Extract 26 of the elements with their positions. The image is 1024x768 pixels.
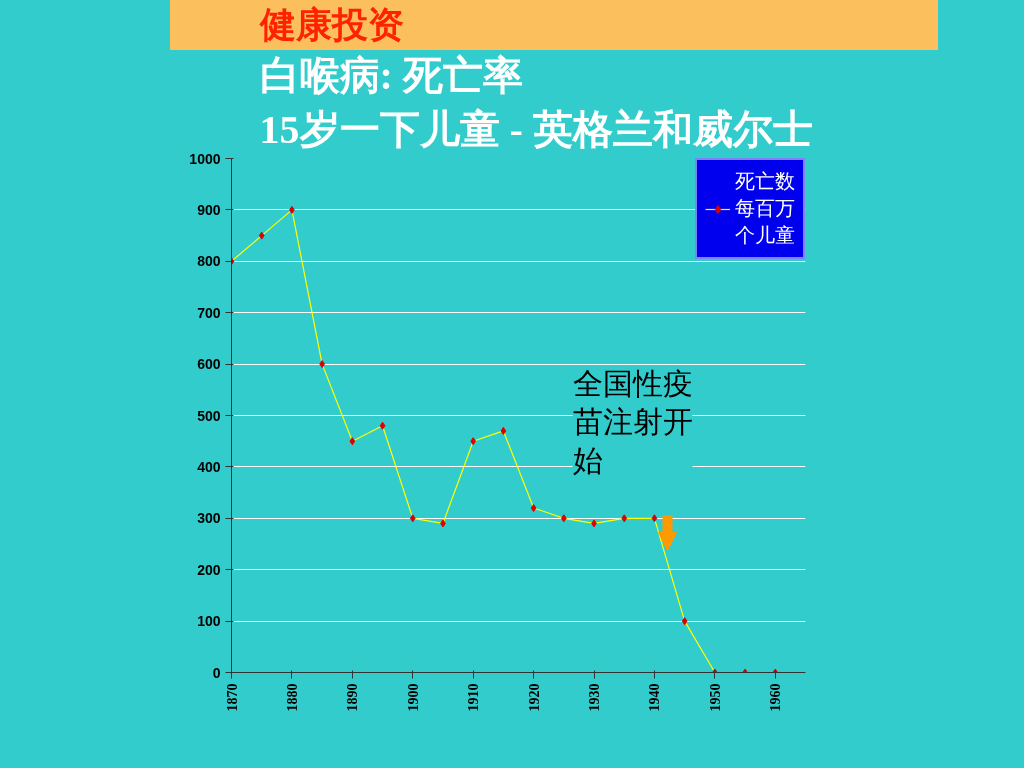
x-tick-label: 1890 [345,683,361,712]
x-tick-label: 1920 [526,683,542,712]
text: 健康投资 [260,2,404,47]
y-tick-label: 600 [197,356,221,373]
y-tick-label: 400 [197,458,221,475]
x-tick-label: 1960 [768,683,784,712]
x-tick-label: 1880 [284,683,300,712]
x-tick-label: 1940 [647,683,663,712]
x-tick-label: 1870 [224,683,240,712]
x-tick-label: 1950 [707,683,723,712]
y-tick-label: 100 [197,613,221,630]
chart-subtitle: 15岁一下儿童 - 英格兰和威尔士 [259,106,813,152]
legend-label: 死亡数每百万个儿童 [735,168,795,249]
y-tick-label: 1000 [189,150,221,167]
y-tick-label: 900 [197,201,221,218]
x-tick-label: 1900 [405,683,421,712]
y-tick-label: 0 [212,664,221,681]
y-tick-label: 700 [197,304,221,321]
chart-title: 白喉病: 死亡率 [259,52,523,98]
annotation: 全国性疫苗注射开始 [572,365,693,478]
x-tick-label: 1910 [466,683,482,712]
y-tick-label: 500 [197,407,221,424]
y-tick-label: 200 [197,561,221,578]
y-tick-label: 300 [197,510,221,527]
y-tick-label: 800 [197,253,221,270]
x-tick-label: 1930 [587,683,603,712]
